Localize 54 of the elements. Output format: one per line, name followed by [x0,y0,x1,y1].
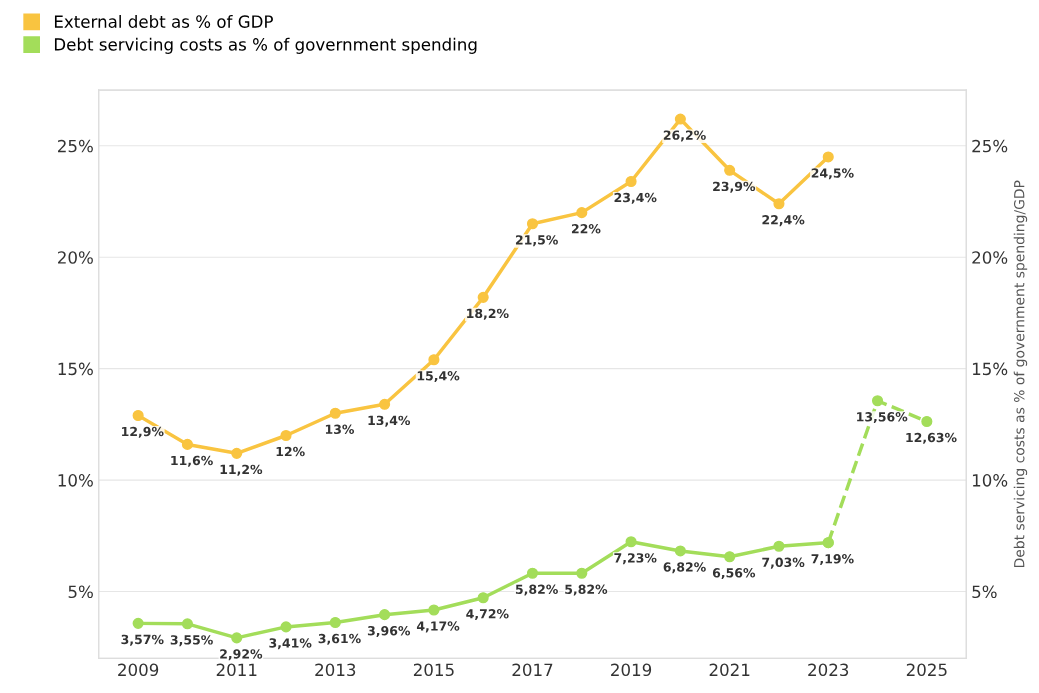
data-label: 3,57% [121,634,164,646]
y-tick-label: 10% [58,474,93,487]
y2-tick-label: 15% [972,362,1008,376]
data-label: 3,96% [367,626,411,638]
data-label: 13,4% [368,415,411,427]
y2-tick-label: 20% [972,251,1008,264]
data-label: 18,2% [467,308,509,320]
x-tick-label: 2011 [216,663,257,677]
y2-tick-label: 10% [972,474,1008,487]
data-label: 11,6% [171,455,213,467]
data-label: 11,2% [220,464,263,476]
data-label: 12% [276,446,305,457]
data-label: 3,55% [170,635,213,647]
data-label: 6,56% [712,568,756,580]
y2-axis-title: Debt servicing costs as % of government spending/GDP [1013,180,1028,568]
data-label: 22% [571,223,601,234]
y2-tick-label: 25% [972,139,1008,153]
x-tick-label: 2017 [512,663,553,677]
data-label: 21,5% [515,235,558,247]
data-label: 12,9% [122,426,164,438]
data-label: 26,2% [663,130,706,142]
y-tick-label: 25% [58,139,93,153]
data-label: 2,92% [220,649,263,661]
data-label: 13% [325,424,355,435]
data-label: 13,56% [857,412,908,424]
y2-tick-label: 5% [972,585,997,599]
data-label: 12,63% [906,432,957,444]
data-label: 7,19% [811,554,854,566]
data-label: 4,72% [466,609,509,621]
data-label: 15,4% [417,371,460,383]
data-label: 3,61% [318,633,361,645]
data-label: 6,82% [663,562,706,574]
data-label: 4,17% [416,621,460,633]
y-tick-label: 5% [68,585,93,599]
data-label: 7,03% [762,557,805,569]
data-label: 7,23% [614,553,657,565]
data-label: 23,9% [713,181,756,193]
legend-label: External debt as % of GDP [54,15,273,28]
x-tick-label: 2025 [906,663,947,677]
legend-label: Debt servicing costs as % of government spending [54,37,477,54]
x-tick-label: 2019 [611,663,652,677]
data-label: 5,82% [565,584,608,596]
y-tick-label: 20% [58,251,93,264]
x-tick-label: 2015 [413,663,454,677]
x-tick-label: 2023 [808,663,849,677]
data-label: 24,5% [811,168,854,180]
data-label: 3,41% [269,638,312,650]
data-label: 5,82% [515,584,558,596]
y-tick-label: 15% [58,362,93,376]
x-tick-label: 2021 [709,663,750,677]
data-label: 23,4% [614,192,657,204]
x-tick-label: 2013 [315,663,356,677]
data-label: 22,4% [762,215,805,227]
x-tick-label: 2009 [118,663,159,677]
